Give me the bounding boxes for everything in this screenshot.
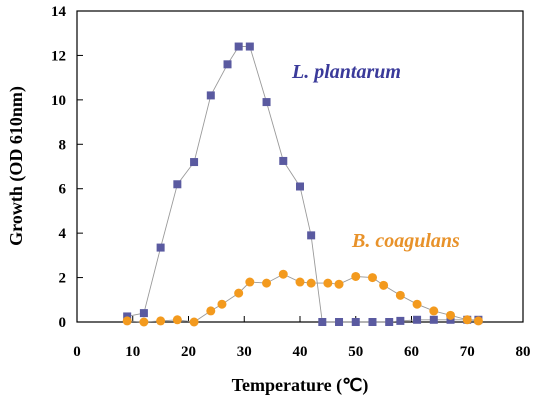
data-point-l-plantarum bbox=[335, 318, 344, 326]
data-point-l-plantarum bbox=[318, 318, 327, 326]
x-axis-title: Temperature (℃) bbox=[232, 375, 369, 396]
x-tick-label: 70 bbox=[460, 344, 475, 360]
x-tick-label: 10 bbox=[125, 344, 140, 360]
data-point-l-plantarum bbox=[262, 98, 271, 107]
data-point-l-plantarum bbox=[245, 42, 254, 51]
plot-frame bbox=[76, 10, 524, 323]
data-point-l-plantarum bbox=[413, 315, 422, 324]
data-point-b-coagulans bbox=[367, 273, 377, 283]
y-tick-label: 4 bbox=[59, 226, 67, 242]
data-point-b-coagulans bbox=[473, 316, 483, 326]
data-point-b-coagulans bbox=[217, 299, 227, 309]
data-point-b-coagulans bbox=[412, 299, 422, 309]
data-point-b-coagulans bbox=[234, 288, 244, 298]
x-tick-label: 30 bbox=[237, 344, 252, 360]
data-point-l-plantarum bbox=[206, 91, 215, 100]
y-tick-label: 14 bbox=[51, 4, 67, 20]
y-tick-label: 6 bbox=[59, 182, 67, 198]
data-point-l-plantarum bbox=[234, 42, 243, 51]
data-point-b-coagulans bbox=[379, 280, 389, 290]
y-axis-title: Growth (OD 610nm) bbox=[6, 86, 27, 246]
data-point-b-coagulans bbox=[395, 290, 405, 300]
data-point-l-plantarum bbox=[279, 156, 288, 165]
data-point-l-plantarum bbox=[223, 60, 232, 69]
data-point-b-coagulans bbox=[429, 306, 439, 316]
data-point-b-coagulans bbox=[446, 310, 456, 320]
data-point-b-coagulans bbox=[122, 316, 132, 326]
data-point-b-coagulans bbox=[172, 315, 182, 325]
y-tick-label: 2 bbox=[59, 271, 67, 287]
data-point-l-plantarum bbox=[190, 158, 199, 167]
data-point-b-coagulans bbox=[189, 317, 199, 327]
data-point-b-coagulans bbox=[462, 315, 472, 325]
data-point-b-coagulans bbox=[295, 277, 305, 287]
data-point-b-coagulans bbox=[245, 277, 255, 287]
data-point-l-plantarum bbox=[296, 182, 304, 191]
data-point-b-coagulans bbox=[351, 271, 361, 281]
data-point-l-plantarum bbox=[173, 180, 182, 189]
data-point-b-coagulans bbox=[262, 278, 272, 288]
x-tick-label: 80 bbox=[516, 344, 531, 360]
x-tick-label: 50 bbox=[348, 344, 363, 360]
data-point-l-plantarum bbox=[368, 318, 377, 326]
data-point-b-coagulans bbox=[156, 316, 166, 326]
series-label-l-plantarum: L. plantarum bbox=[291, 61, 401, 83]
data-point-b-coagulans bbox=[206, 306, 216, 316]
data-point-b-coagulans bbox=[306, 278, 316, 288]
data-point-l-plantarum bbox=[396, 316, 405, 325]
data-point-l-plantarum bbox=[429, 315, 438, 324]
y-tick-label: 10 bbox=[51, 93, 66, 109]
data-point-b-coagulans bbox=[323, 278, 333, 288]
data-point-b-coagulans bbox=[139, 317, 149, 327]
y-tick-label: 12 bbox=[51, 48, 66, 64]
data-point-l-plantarum bbox=[351, 318, 360, 326]
x-tick-label: 0 bbox=[73, 344, 81, 360]
x-tick-label: 60 bbox=[404, 344, 419, 360]
data-point-b-coagulans bbox=[334, 279, 344, 289]
data-point-l-plantarum bbox=[307, 231, 316, 240]
y-axis-ticks: 0 2 4 6 8 10 12 14 bbox=[51, 4, 83, 331]
x-tick-label: 20 bbox=[181, 344, 196, 360]
x-tick-label: 40 bbox=[293, 344, 308, 360]
y-tick-label: 0 bbox=[59, 315, 67, 331]
x-axis-ticks: 0 10 20 30 40 50 60 70 80 bbox=[73, 316, 531, 360]
data-point-l-plantarum bbox=[385, 318, 394, 326]
data-point-l-plantarum bbox=[156, 243, 165, 252]
series-layer bbox=[122, 42, 483, 327]
data-point-b-coagulans bbox=[278, 269, 288, 279]
series-label-b-coagulans: B. coagulans bbox=[351, 230, 460, 252]
y-tick-label: 8 bbox=[59, 137, 67, 153]
data-point-l-plantarum bbox=[139, 309, 148, 318]
